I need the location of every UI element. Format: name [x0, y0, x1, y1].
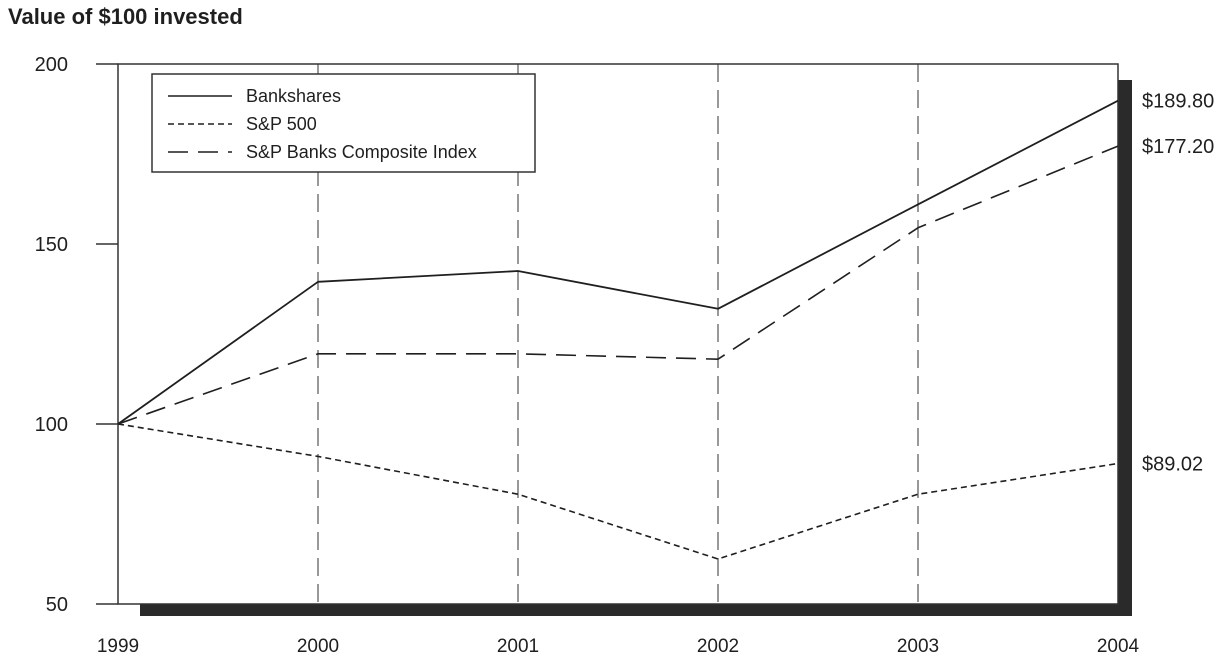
x-tick-label-2000: 2000 — [297, 636, 339, 656]
end-value-labels: $189.80 $89.02 $177.20 — [1142, 91, 1214, 476]
y-tick-label-200: 200 — [35, 54, 68, 76]
frame-shadow-bottom — [140, 604, 1132, 616]
frame-shadow-right — [1118, 80, 1132, 616]
y-tick-label-50: 50 — [46, 594, 68, 616]
y-tick-label-150: 150 — [35, 234, 68, 256]
y-tick-label-100: 100 — [35, 414, 68, 436]
x-tick-label-2001: 2001 — [497, 636, 539, 656]
x-tick-label-2002: 2002 — [697, 636, 739, 656]
x-tick-label-2004: 2004 — [1097, 636, 1140, 656]
end-label-bankshares: $189.80 — [1142, 91, 1214, 113]
series-line-s-p-banks-composite-index — [117, 145, 1119, 425]
legend-box — [151, 73, 536, 173]
chart-title: Value of $100 invested — [8, 4, 243, 29]
end-label-s-p-banks-composite-index: $177.20 — [1142, 136, 1214, 158]
plot-frame — [117, 63, 1119, 605]
end-label-s-p-500: $89.02 — [1142, 454, 1203, 476]
series-line-s-p-500 — [117, 423, 1119, 560]
series-line-bankshares — [117, 99, 1119, 425]
series-lines — [117, 99, 1119, 560]
vertical-gridlines — [317, 64, 919, 604]
x-tick-label-1999: 1999 — [97, 636, 139, 656]
legend-label-s-p-banks-composite-index: S&P Banks Composite Index — [246, 142, 477, 162]
y-axis: 50 100 150 200 — [35, 54, 118, 616]
chart-frame-shadow — [140, 80, 1132, 616]
legend-label-bankshares: Bankshares — [246, 86, 341, 106]
x-axis: 1999 2000 2001 2002 2003 2004 — [97, 636, 1140, 656]
legend-label-s-p-500: S&P 500 — [246, 114, 317, 134]
legend: Bankshares S&P 500 S&P Banks Composite Ind… — [151, 73, 536, 173]
x-tick-label-2003: 2003 — [897, 636, 939, 656]
